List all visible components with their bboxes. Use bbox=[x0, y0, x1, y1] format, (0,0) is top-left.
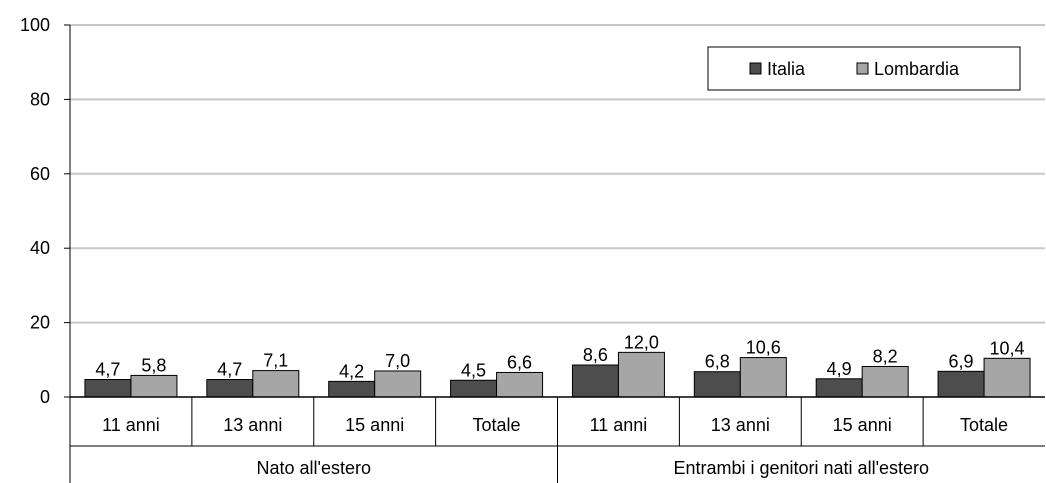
data-label: 4,2 bbox=[339, 361, 364, 381]
y-tick-label: 20 bbox=[30, 313, 50, 333]
y-tick-label: 80 bbox=[30, 89, 50, 109]
bar-italia bbox=[84, 379, 132, 398]
data-label: 4,7 bbox=[217, 360, 242, 380]
data-label: 10,6 bbox=[746, 338, 781, 358]
data-label: 7,1 bbox=[263, 351, 288, 371]
legend-label-italia: Italia bbox=[767, 59, 806, 79]
x-axis-categories: 11 anni 13 anni 15 anni Totale 11 anni 13 ann… bbox=[70, 397, 1045, 483]
category-label: 13 anni bbox=[711, 415, 770, 435]
bar-lombardia bbox=[617, 351, 665, 398]
data-label: 12,0 bbox=[624, 332, 659, 352]
data-labels: 4,7 4,7 4,2 4,5 8,6 6,8 4,9 6,9 5,8 7,1 7,0 6,6 12,0… bbox=[95, 332, 1024, 381]
category-label: Totale bbox=[960, 415, 1008, 435]
y-tick-label: 60 bbox=[30, 164, 50, 184]
legend-swatch-italia bbox=[749, 62, 762, 75]
y-tick-label: 0 bbox=[40, 387, 50, 407]
bar-italia bbox=[937, 370, 985, 398]
bar-lombardia bbox=[739, 357, 787, 398]
data-label: 6,9 bbox=[949, 351, 974, 371]
legend-swatch-lombardia bbox=[856, 62, 869, 75]
legend-label-lombardia: Lombardia bbox=[874, 59, 960, 79]
category-label: Totale bbox=[473, 415, 521, 435]
bar-italia bbox=[693, 371, 741, 398]
category-label: 15 anni bbox=[345, 415, 404, 435]
gridlines bbox=[70, 24, 1045, 324]
y-tick-label: 40 bbox=[30, 238, 50, 258]
data-label: 4,9 bbox=[827, 359, 852, 379]
bar-lombardia bbox=[252, 370, 300, 398]
data-label: 5,8 bbox=[141, 355, 166, 375]
y-axis-ticks: 0 20 40 60 80 100 bbox=[20, 15, 70, 407]
bar-lombardia bbox=[983, 357, 1031, 398]
legend: Italia Lombardia bbox=[707, 46, 1021, 91]
bar-italia bbox=[571, 364, 619, 398]
data-label: 7,0 bbox=[385, 351, 410, 371]
bar-lombardia bbox=[496, 371, 544, 398]
bar-italia bbox=[815, 378, 863, 398]
bar-lombardia bbox=[861, 365, 909, 398]
category-label: 13 anni bbox=[223, 415, 282, 435]
data-label: 4,5 bbox=[461, 360, 486, 380]
data-label: 4,7 bbox=[95, 360, 120, 380]
data-label: 10,4 bbox=[990, 338, 1025, 358]
bar-italia bbox=[328, 380, 376, 398]
data-label: 6,6 bbox=[507, 352, 532, 372]
data-label: 8,2 bbox=[873, 346, 898, 366]
category-label: 11 anni bbox=[102, 415, 160, 435]
bar-italia bbox=[206, 379, 254, 398]
data-label: 8,6 bbox=[583, 345, 608, 365]
data-label: 6,8 bbox=[705, 352, 730, 372]
group-label: Entrambi i genitori nati all'estero bbox=[673, 458, 929, 478]
group-label: Nato all'estero bbox=[257, 458, 372, 478]
category-label: 11 anni bbox=[590, 415, 648, 435]
bar-italia bbox=[450, 379, 498, 398]
y-tick-label: 100 bbox=[20, 15, 50, 35]
category-label: 15 anni bbox=[833, 415, 892, 435]
bar-lombardia bbox=[374, 370, 422, 398]
bar-lombardia bbox=[130, 374, 178, 398]
